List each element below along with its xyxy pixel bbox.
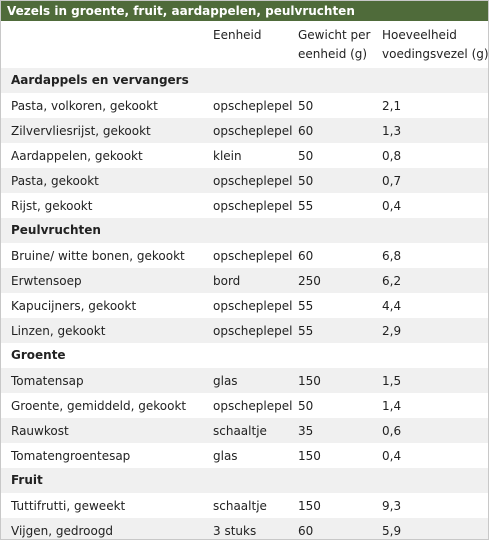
table-cell: 60	[298, 524, 314, 538]
table-cell: glas	[213, 449, 238, 463]
table-cell: klein	[213, 149, 242, 163]
table-cell: opscheplepel	[213, 399, 293, 413]
table-row: Tomatengroentesap glas 150 0,4	[1, 443, 488, 468]
section-row: Aardappels en vervangers	[1, 68, 488, 93]
table-cell: 60	[298, 124, 314, 138]
section-row: Groente	[1, 343, 488, 368]
table-row: Tomatensap glas 150 1,5	[1, 368, 488, 393]
table-cell: 3 stuks	[213, 524, 257, 538]
table-cell: 50	[298, 149, 314, 163]
table-cell: 1,4	[382, 399, 402, 413]
table-row: Erwtensoep bord 250 6,2	[1, 268, 488, 293]
table-cell: Groente, gemiddeld, gekookt	[11, 399, 187, 413]
table-cell: 55	[298, 299, 314, 313]
table-cell: 9,3	[382, 499, 402, 513]
table-cell: Vijgen, gedroogd	[11, 524, 114, 538]
table-row: Bruine/ witte bonen, gekookt opscheplepel…	[1, 243, 488, 268]
table-cell: 60	[298, 249, 314, 263]
table-cell: Tomatengroentesap	[11, 449, 131, 463]
table-cell: opscheplepel	[213, 174, 293, 188]
table-cell: 6,8	[382, 249, 402, 263]
table-cell: 50	[298, 399, 314, 413]
table-cell: 2,1	[382, 99, 402, 113]
header-cell: Hoeveelheid	[382, 28, 457, 42]
table-cell: 0,7	[382, 174, 402, 188]
table-cell: Pasta, volkoren, gekookt	[11, 99, 158, 113]
table-row: Rauwkost schaaltje 35 0,6	[1, 418, 488, 443]
table-cell: schaaltje	[213, 424, 267, 438]
table-cell: 0,8	[382, 149, 402, 163]
table-cell: Kapucijners, gekookt	[11, 299, 137, 313]
table-cell: opscheplepel	[213, 124, 293, 138]
table-row: Vijgen, gedroogd 3 stuks 60 5,9	[1, 518, 488, 539]
table-cell: schaaltje	[213, 499, 267, 513]
table-cell: 1,3	[382, 124, 402, 138]
table-cell: Rijst, gekookt	[11, 199, 93, 213]
table-row: Linzen, gekookt opscheplepel 55 2,9	[1, 318, 488, 343]
table-cell: 2,9	[382, 324, 402, 338]
table-cell: Tuttifrutti, geweekt	[11, 499, 126, 513]
table-cell: glas	[213, 374, 238, 388]
table-row: Rijst, gekookt opscheplepel 55 0,4	[1, 193, 488, 218]
table-cell: 5,9	[382, 524, 402, 538]
table-cell: 1,5	[382, 374, 402, 388]
table-cell: Tomatensap	[11, 374, 84, 388]
header-cell: eenheid (g)	[298, 47, 368, 61]
section-name: Fruit	[11, 473, 43, 487]
section-name: Groente	[11, 348, 66, 362]
section-name: Aardappels en vervangers	[11, 73, 189, 87]
table-cell: Rauwkost	[11, 424, 69, 438]
table-row: Aardappelen, gekookt klein 50 0,8	[1, 143, 488, 168]
table-title: Vezels in groente, fruit, aardappelen, p…	[1, 1, 488, 21]
table-cell: 150	[298, 374, 321, 388]
section-row: Fruit	[1, 468, 488, 493]
table-cell: Pasta, gekookt	[11, 174, 99, 188]
table-cell: 0,4	[382, 449, 402, 463]
table-cell: 0,4	[382, 199, 402, 213]
table-cell: opscheplepel	[213, 99, 293, 113]
section-row: Peulvruchten	[1, 218, 488, 243]
header-cell: Gewicht per	[298, 28, 371, 42]
table-cell: 6,2	[382, 274, 402, 288]
table-cell: 35	[298, 424, 314, 438]
table-cell: opscheplepel	[213, 324, 293, 338]
table-cell: 55	[298, 199, 314, 213]
table-row: Zilvervliesrijst, gekookt opscheplepel 60 1…	[1, 118, 488, 143]
header-cell: Eenheid	[213, 28, 262, 42]
table-cell: 150	[298, 449, 321, 463]
table-cell: Zilvervliesrijst, gekookt	[11, 124, 151, 138]
table-cell: 50	[298, 174, 314, 188]
table-cell: 4,4	[382, 299, 402, 313]
table-cell: Bruine/ witte bonen, gekookt	[11, 249, 185, 263]
table-cell: bord	[213, 274, 241, 288]
table-cell: Aardappelen, gekookt	[11, 149, 143, 163]
table-row: Pasta, volkoren, gekookt opscheplepel 50 2,…	[1, 93, 488, 118]
table-row: Pasta, gekookt opscheplepel 50 0,7	[1, 168, 488, 193]
table-cell: 50	[298, 99, 314, 113]
table-cell: Erwtensoep	[11, 274, 82, 288]
table-cell: Linzen, gekookt	[11, 324, 106, 338]
table-cell: 0,6	[382, 424, 402, 438]
table-cell: 55	[298, 324, 314, 338]
table-row: Tuttifrutti, geweekt schaaltje 150 9,3	[1, 493, 488, 518]
table-row: Kapucijners, gekookt opscheplepel 55 4,4	[1, 293, 488, 318]
section-name: Peulvruchten	[11, 223, 101, 237]
table-cell: 150	[298, 499, 321, 513]
table-cell: opscheplepel	[213, 249, 293, 263]
table-cell: opscheplepel	[213, 199, 293, 213]
table-cell: 250	[298, 274, 321, 288]
header-cell: voedingsvezel (g)	[382, 47, 489, 61]
table-row: Groente, gemiddeld, gekookt opscheplepel 5…	[1, 393, 488, 418]
table-cell: opscheplepel	[213, 299, 293, 313]
